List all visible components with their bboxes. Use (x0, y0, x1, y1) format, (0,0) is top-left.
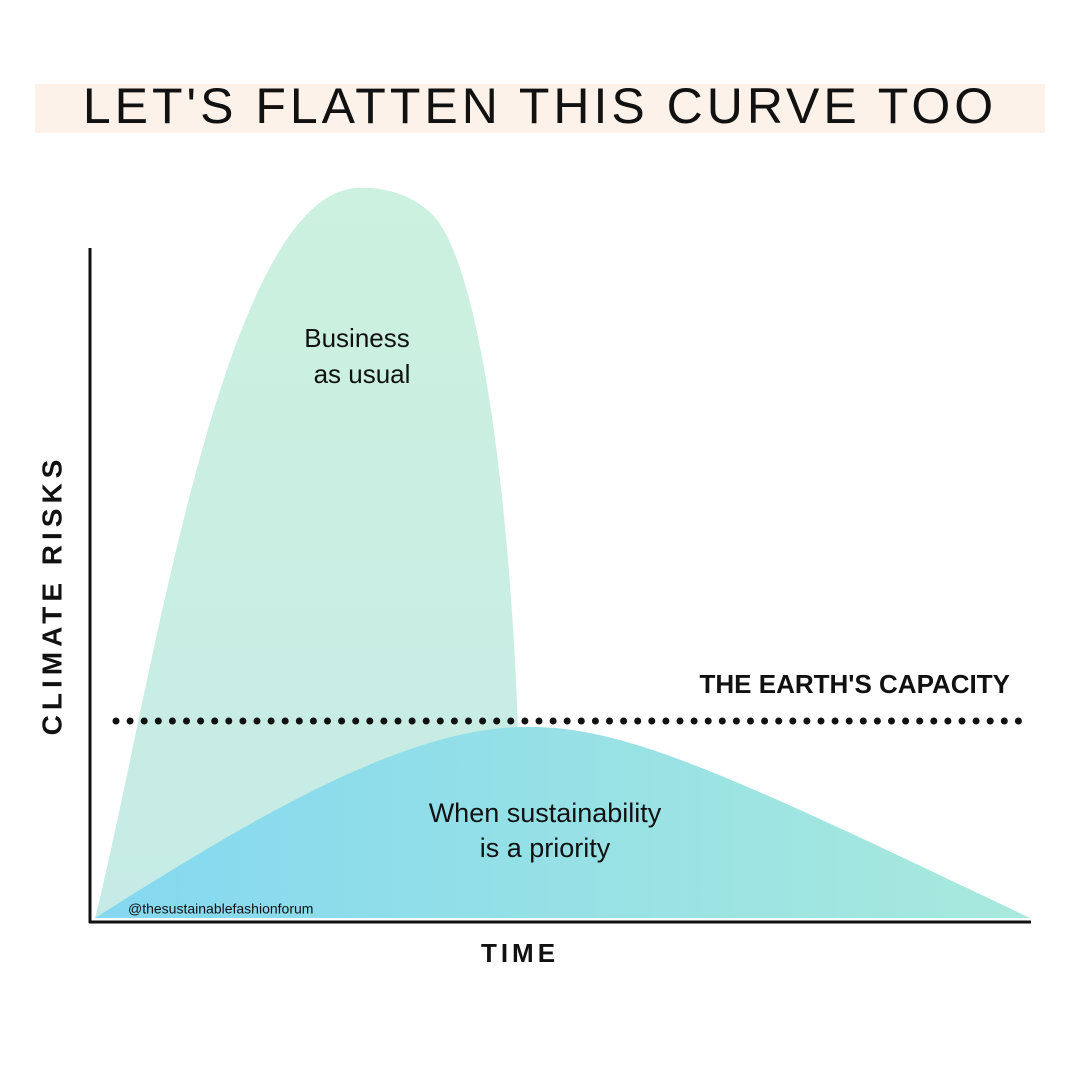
business-as-usual-curve (95, 187, 520, 918)
x-axis-label: TIME (481, 938, 559, 968)
curve-label: Business (304, 323, 410, 353)
curve-label: as usual (314, 359, 411, 389)
curve-label: is a priority (480, 833, 611, 863)
y-axis-label: CLIMATE RISKS (36, 455, 67, 736)
curve-label: When sustainability (429, 798, 662, 828)
capacity-label: THE EARTH'S CAPACITY (700, 669, 1011, 699)
watermark: @thesustainablefashionforum (128, 901, 313, 917)
sustainable-curve (95, 726, 1030, 918)
title: LET'S FLATTEN THIS CURVE TOO (83, 78, 997, 134)
title-band (35, 84, 1045, 133)
